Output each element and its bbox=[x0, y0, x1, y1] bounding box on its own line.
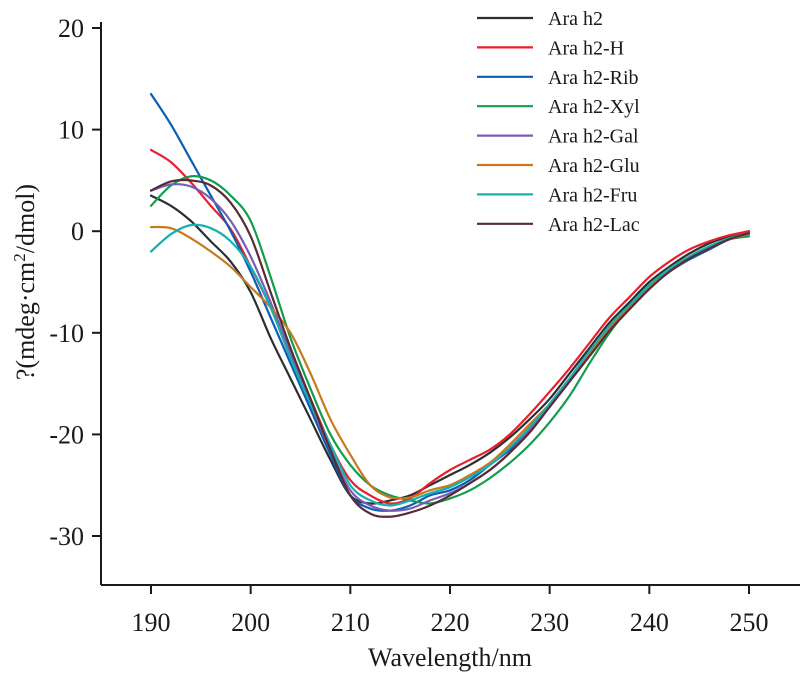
legend-item-ara-h2-glu: Ara h2-Glu bbox=[477, 155, 640, 177]
series-line-ara-h2-rib bbox=[149, 92, 751, 512]
y-tick-label: 0 bbox=[71, 217, 84, 246]
series-group bbox=[149, 92, 751, 518]
y-tick-label: 10 bbox=[58, 116, 84, 145]
legend-item-ara-h2-h: Ara h2-H bbox=[477, 37, 624, 59]
legend-item-ara-h2-xyl: Ara h2-Xyl bbox=[477, 96, 640, 118]
series-line-ara-h2-h bbox=[149, 148, 751, 505]
series-line-ara-h2-fru bbox=[149, 223, 751, 507]
y-tick-label: 20 bbox=[58, 14, 84, 43]
series-line-ara-h2-glu bbox=[149, 225, 751, 500]
x-tick-label: 220 bbox=[431, 608, 470, 637]
legend-label: Ara h2-Fru bbox=[548, 184, 637, 206]
legend-label: Ara h2-Glu bbox=[548, 155, 640, 177]
series-line-ara-h2-gal bbox=[149, 183, 751, 512]
legend-item-ara-h2-fru: Ara h2-Fru bbox=[477, 184, 637, 206]
legend-item-ara-h2-gal: Ara h2-Gal bbox=[477, 126, 639, 148]
y-tick-label: -30 bbox=[49, 522, 84, 551]
plot-area bbox=[149, 92, 751, 518]
series-line-ara-h2-lac bbox=[149, 178, 751, 518]
legend-label: Ara h2-H bbox=[548, 37, 624, 59]
legend-item-ara-h2: Ara h2 bbox=[477, 8, 603, 30]
x-axis-ticks: 190 200 210 220 230 240 250 bbox=[132, 585, 769, 637]
x-axis-title: Wavelength/nm bbox=[368, 643, 532, 672]
legend-label: Ara h2-Rib bbox=[548, 67, 639, 89]
y-axis-title-main: ?(mdeg·cm bbox=[11, 262, 40, 380]
y-axis-title: ?(mdeg·cm2/dmol) bbox=[10, 184, 41, 380]
y-tick-label: -20 bbox=[49, 420, 84, 449]
legend: Ara h2 Ara h2-H Ara h2-Rib Ara h2-Xyl Ara h2… bbox=[477, 8, 640, 236]
x-tick-label: 240 bbox=[630, 608, 669, 637]
x-tick-label: 210 bbox=[331, 608, 370, 637]
x-tick-label: 250 bbox=[730, 608, 769, 637]
series-line-ara-h2-xyl bbox=[149, 175, 751, 505]
legend-label: Ara h2 bbox=[548, 8, 603, 30]
legend-label: Ara h2-Lac bbox=[548, 214, 640, 236]
x-tick-label: 230 bbox=[530, 608, 569, 637]
legend-label: Ara h2-Xyl bbox=[548, 96, 640, 118]
legend-label: Ara h2-Gal bbox=[548, 126, 639, 148]
x-tick-label: 200 bbox=[231, 608, 270, 637]
y-axis-ticks: 20 10 0 -10 -20 -30 bbox=[49, 14, 101, 551]
y-axis-title-tail: /dmol) bbox=[11, 184, 40, 253]
y-tick-label: -10 bbox=[49, 319, 84, 348]
legend-item-ara-h2-rib: Ara h2-Rib bbox=[477, 67, 639, 89]
x-tick-label: 190 bbox=[132, 608, 171, 637]
series-line-ara-h2 bbox=[149, 194, 751, 505]
legend-item-ara-h2-lac: Ara h2-Lac bbox=[477, 214, 640, 236]
y-axis-title-superscript: 2 bbox=[10, 253, 29, 262]
